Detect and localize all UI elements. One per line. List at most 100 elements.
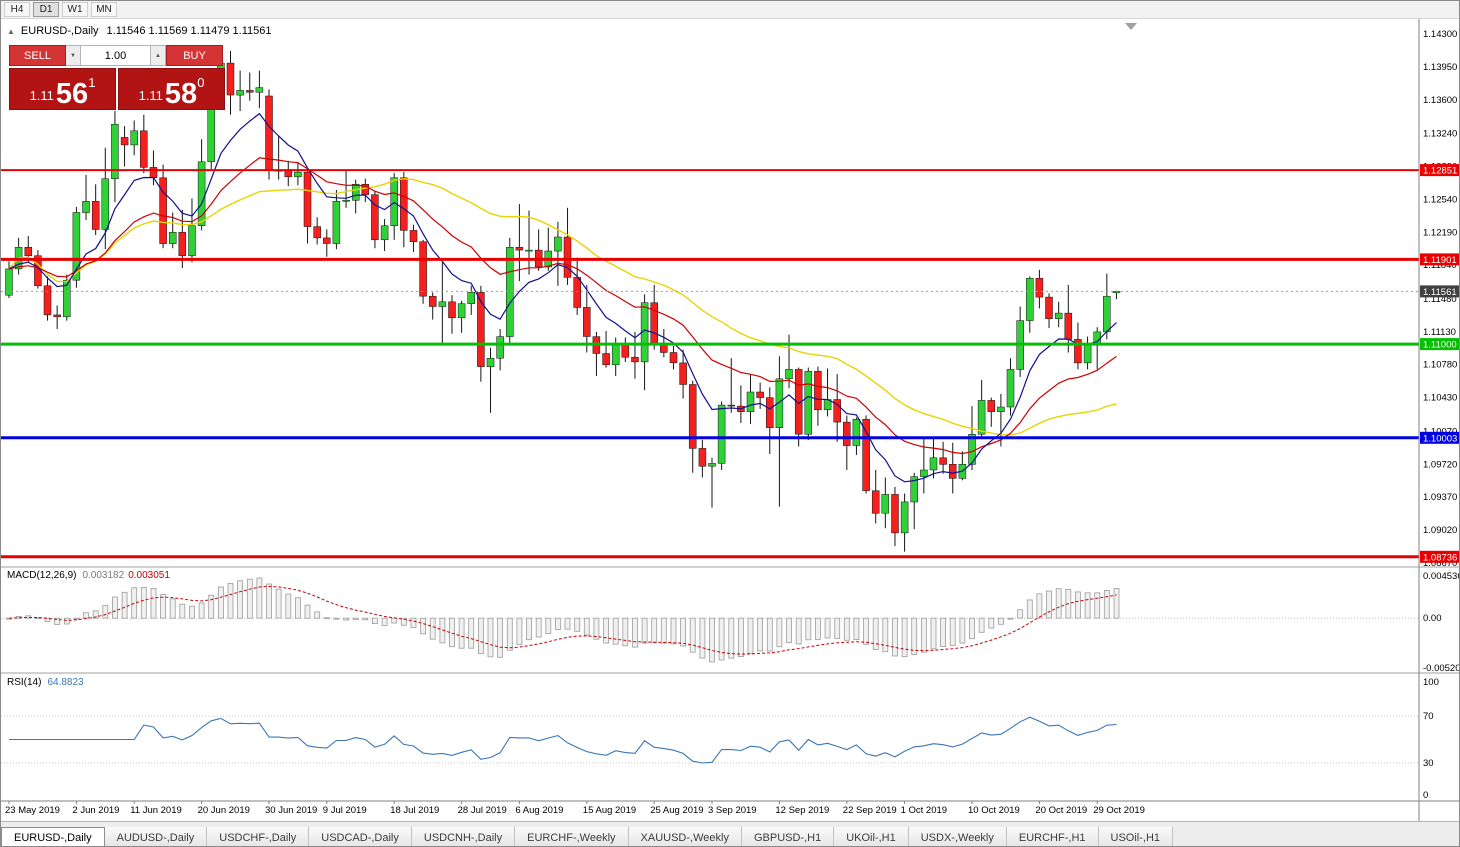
price-tag-1-11901: 1.11901 <box>1420 253 1459 266</box>
rsi-line <box>9 716 1117 764</box>
svg-text:0: 0 <box>1423 790 1428 801</box>
svg-text:0.00: 0.00 <box>1423 613 1442 624</box>
timeframe-mn-button[interactable]: MN <box>91 2 117 17</box>
svg-text:0.004536: 0.004536 <box>1423 571 1460 582</box>
chart-tab-xauusd-weekly[interactable]: XAUUSD-,Weekly <box>628 827 742 846</box>
svg-text:1.10780: 1.10780 <box>1423 360 1457 371</box>
price-axis: 1.143001.139501.136001.132401.128901.125… <box>1418 19 1460 821</box>
chart-tab-usdx-weekly[interactable]: USDX-,Weekly <box>908 827 1007 846</box>
sell-button[interactable]: SELL <box>9 45 66 66</box>
status-strip <box>1 821 1459 827</box>
buy-price-display[interactable]: 1.11 58 0 <box>118 68 225 110</box>
svg-text:1.09720: 1.09720 <box>1423 459 1457 470</box>
ma-fast-line <box>8 112 1117 483</box>
svg-text:23 May 2019: 23 May 2019 <box>5 805 60 816</box>
svg-text:22 Sep 2019: 22 Sep 2019 <box>843 805 897 816</box>
buy-price-sup: 0 <box>197 75 205 90</box>
macd-panel <box>1 577 1419 663</box>
svg-text:29 Oct 2019: 29 Oct 2019 <box>1093 805 1145 816</box>
ma-slow-line <box>8 178 1117 436</box>
rsi-name: RSI(14) <box>7 677 42 688</box>
svg-text:1.10430: 1.10430 <box>1423 393 1457 404</box>
price-tag-1-10003: 1.10003 <box>1420 431 1459 444</box>
price-tag-1-08736: 1.08736 <box>1420 550 1459 563</box>
chart-tab-eurusd-daily[interactable]: EURUSD-,Daily <box>1 827 105 846</box>
candlestick-series <box>5 50 1121 552</box>
sell-price-sup: 1 <box>88 75 96 90</box>
svg-text:1.11130: 1.11130 <box>1423 327 1456 338</box>
svg-text:1.13240: 1.13240 <box>1423 129 1457 140</box>
svg-text:100: 100 <box>1423 677 1439 688</box>
volume-increase-button[interactable]: ▲ <box>151 45 166 66</box>
chart-tab-usdcnh-daily[interactable]: USDCNH-,Daily <box>411 827 516 846</box>
price-chart-canvas[interactable]: 1.143001.139501.136001.132401.128901.125… <box>1 19 1460 821</box>
svg-text:1 Oct 2019: 1 Oct 2019 <box>901 805 947 816</box>
sell-price-prefix: 1.11 <box>29 88 54 103</box>
collapse-panel-icon[interactable]: ▲ <box>7 26 15 36</box>
chart-tab-bar: EURUSD-,Daily AUDUSD-,Daily USDCHF-,Daily U… <box>1 827 1459 846</box>
current-price-tag: 1.11561 <box>1420 285 1459 298</box>
svg-text:3 Sep 2019: 3 Sep 2019 <box>708 805 757 816</box>
buy-price-prefix: 1.11 <box>138 88 163 103</box>
chart-tab-eurchf-weekly[interactable]: EURCHF-,Weekly <box>515 827 629 846</box>
macd-signal-value: 0.003051 <box>128 570 170 581</box>
svg-text:1.13600: 1.13600 <box>1423 95 1457 106</box>
sell-price-display[interactable]: 1.11 56 1 <box>9 68 116 110</box>
main-price-panel <box>1 50 1419 559</box>
svg-text:9 Jul 2019: 9 Jul 2019 <box>323 805 367 816</box>
svg-text:1.11840: 1.11840 <box>1423 260 1457 271</box>
svg-text:10 Oct 2019: 10 Oct 2019 <box>968 805 1020 816</box>
svg-text:20 Oct 2019: 20 Oct 2019 <box>1035 805 1087 816</box>
svg-text:1.09370: 1.09370 <box>1423 492 1457 503</box>
one-click-trading-panel: SELL ▼ ▲ BUY 1.11 56 1 1.11 58 0 <box>9 45 225 110</box>
timeframe-d1-button[interactable]: D1 <box>33 2 59 17</box>
price-tag-1-12851: 1.12851 <box>1420 164 1459 177</box>
chart-tab-usdchf-daily[interactable]: USDCHF-,Daily <box>207 827 310 846</box>
svg-text:6 Aug 2019: 6 Aug 2019 <box>515 805 563 816</box>
svg-text:18 Jul 2019: 18 Jul 2019 <box>390 805 439 816</box>
svg-text:12 Sep 2019: 12 Sep 2019 <box>775 805 829 816</box>
svg-text:1.11000: 1.11000 <box>1423 340 1457 351</box>
svg-text:1.10003: 1.10003 <box>1423 433 1457 444</box>
chart-tab-usoil-h1[interactable]: USOil-,H1 <box>1098 827 1174 846</box>
chart-tab-audusd-daily[interactable]: AUDUSD-,Daily <box>104 827 208 846</box>
svg-text:1.12190: 1.12190 <box>1423 227 1457 238</box>
svg-text:1.11901: 1.11901 <box>1423 255 1457 266</box>
rsi-panel <box>1 715 1419 764</box>
svg-text:30 Jun 2019: 30 Jun 2019 <box>265 805 317 816</box>
svg-text:1.11480: 1.11480 <box>1423 294 1457 305</box>
svg-text:1.12540: 1.12540 <box>1423 194 1457 205</box>
macd-signal-line <box>8 585 1117 655</box>
chart-shift-marker-icon[interactable] <box>1125 23 1137 30</box>
macd-main-value: 0.003182 <box>82 570 125 581</box>
ma-mid-line <box>8 157 1117 455</box>
chart-tab-gbpusd-h1[interactable]: GBPUSD-,H1 <box>741 827 835 846</box>
svg-text:28 Jul 2019: 28 Jul 2019 <box>458 805 507 816</box>
svg-text:1.09020: 1.09020 <box>1423 525 1457 536</box>
chart-tab-usdcad-daily[interactable]: USDCAD-,Daily <box>309 827 412 846</box>
timeframe-w1-button[interactable]: W1 <box>62 2 88 17</box>
svg-text:1.14300: 1.14300 <box>1423 29 1457 40</box>
svg-text:1.13950: 1.13950 <box>1423 62 1457 73</box>
svg-text:-0.005205: -0.005205 <box>1423 663 1460 674</box>
chart-ohlc-values: 1.11546 1.11569 1.11479 1.11561 <box>106 25 272 37</box>
volume-input[interactable] <box>81 45 151 66</box>
chart-tab-eurchf-h1[interactable]: EURCHF-,H1 <box>1006 827 1099 846</box>
svg-text:1.08670: 1.08670 <box>1423 558 1457 569</box>
svg-text:2 Jun 2019: 2 Jun 2019 <box>72 805 119 816</box>
chart-tab-ukoil-h1[interactable]: UKOil-,H1 <box>834 827 909 846</box>
svg-text:70: 70 <box>1423 711 1434 722</box>
svg-text:30: 30 <box>1423 758 1434 769</box>
volume-decrease-button[interactable]: ▼ <box>66 45 81 66</box>
chart-symbol-period: EURUSD-,Daily <box>20 25 99 37</box>
svg-text:15 Aug 2019: 15 Aug 2019 <box>583 805 636 816</box>
sell-price-big: 56 <box>55 78 89 111</box>
svg-text:20 Jun 2019: 20 Jun 2019 <box>198 805 250 816</box>
svg-text:1.12851: 1.12851 <box>1423 166 1457 177</box>
timeframe-toolbar: H4 D1 W1 MN <box>1 1 1459 19</box>
buy-button[interactable]: BUY <box>166 45 223 66</box>
timeframe-h4-button[interactable]: H4 <box>4 2 30 17</box>
macd-name: MACD(12,26,9) <box>7 570 77 581</box>
price-tag-1-11000: 1.11000 <box>1420 338 1459 351</box>
